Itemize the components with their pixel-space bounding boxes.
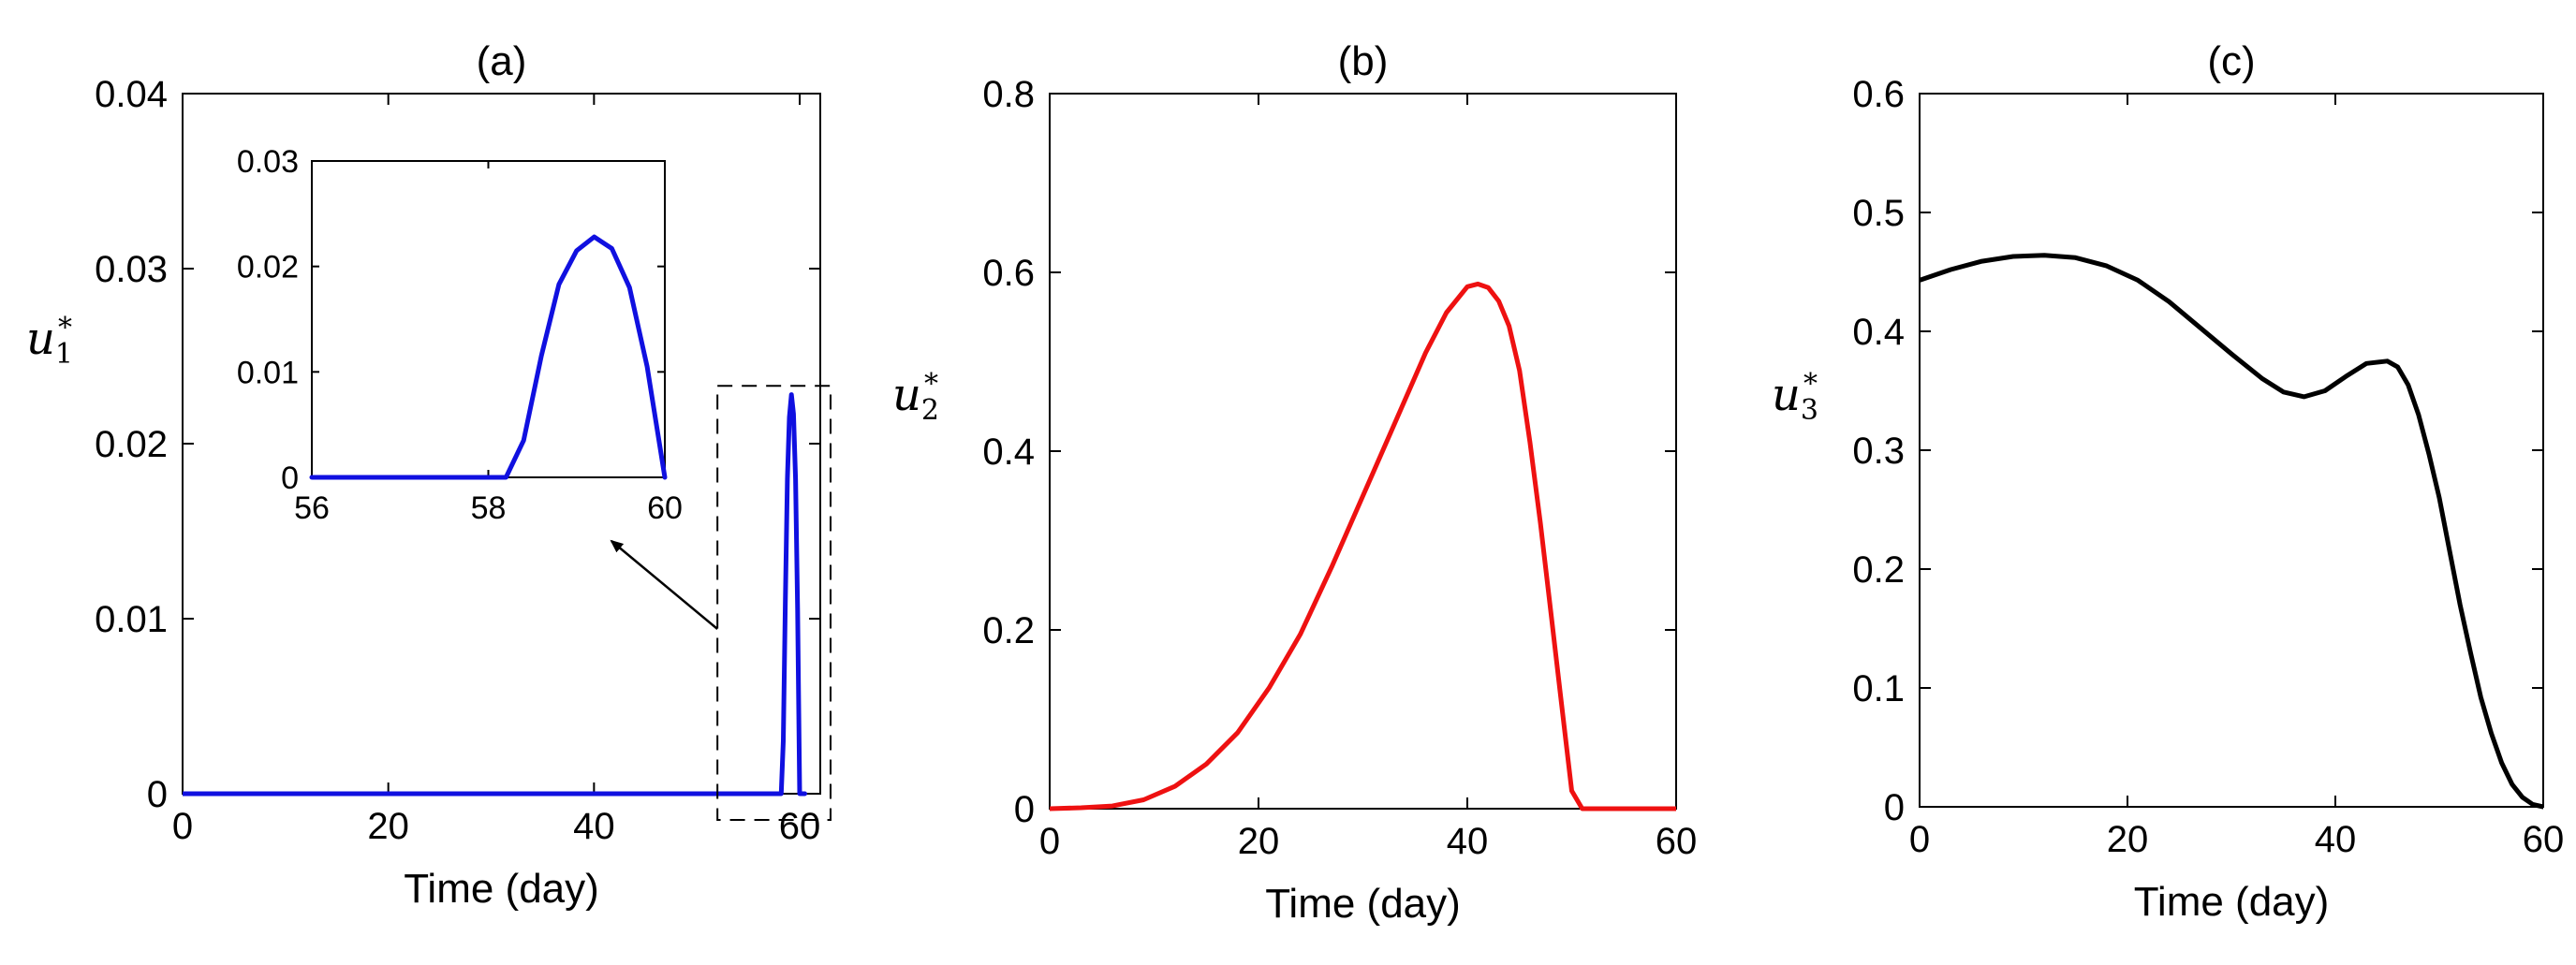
panel-b-ytick-label: 0.4: [982, 431, 1035, 473]
panel-b-ylabel-sub: 2: [921, 394, 939, 427]
panel-b-xtick-label: 0: [1039, 821, 1060, 862]
inset-background: [312, 161, 665, 477]
panel-a-ytick-label: 0.03: [95, 249, 168, 290]
panel-b-title: (b): [1338, 38, 1389, 84]
panel-a-ylabel: u1*: [26, 312, 73, 371]
panel-b-xtick-label: 60: [1656, 821, 1698, 862]
panel-c-ytick-label: 0: [1884, 787, 1905, 828]
panel-a-ytick-label: 0.01: [95, 599, 168, 640]
panel-c-series-line: [1920, 253, 2543, 810]
panel-c-xtick-label: 40: [2315, 819, 2357, 860]
inset-ytick-label: 0: [281, 461, 299, 496]
panel-a-inset: 56 58 60 0 0.01 0.02 0.03: [237, 144, 718, 630]
panel-b-ytick-label: 0.6: [982, 253, 1035, 294]
panel-c-ytick-label: 0.4: [1852, 312, 1905, 353]
panel-c-ylabel-sup: *: [1803, 368, 1818, 401]
inset-series-line: [309, 234, 668, 480]
panel-a-ytick-label: 0.04: [95, 74, 168, 115]
panel-b-ylabel: u2*: [892, 368, 939, 427]
panel-c-ylabel: u3*: [1772, 368, 1818, 427]
panel-b: (b) Time (day) u2* 0 20 40 60 0 0.2 0.4 0.6 0.8: [892, 38, 1697, 927]
panel-a-series-line: [183, 392, 807, 797]
panel-a-xtick-label: 0: [172, 806, 193, 847]
panel-b-xlabel: Time (day): [1265, 881, 1461, 927]
panel-c-plot-frame: [1919, 93, 2544, 808]
panel-b-ytick-label: 0: [1014, 789, 1035, 830]
panel-c-ytick-label: 0.1: [1852, 668, 1905, 709]
panel-c-xtick-label: 0: [1909, 819, 1930, 860]
panel-c-series-group: [1920, 253, 2543, 810]
zoom-arrow: [610, 539, 718, 630]
panel-b-xtick-label: 20: [1238, 821, 1280, 862]
panel-c-ytick-label: 0.3: [1852, 431, 1905, 472]
zoom-region-box: [716, 385, 832, 822]
panel-a-ytick-label: 0.02: [95, 424, 168, 465]
panel-b-series-line: [1050, 281, 1676, 811]
inset-xtick-label: 60: [647, 490, 683, 526]
panel-a-title: (a): [477, 38, 527, 84]
panel-b-ytick-label: 0.2: [982, 610, 1035, 651]
panel-a-xtick-label: 20: [367, 806, 409, 847]
panel-c-ylabel-base: u: [1772, 369, 1801, 421]
panel-b-plot-frame: [1049, 93, 1677, 810]
panel-b-ylabel-sup: *: [924, 368, 938, 401]
panel-a-series-group: [183, 392, 807, 797]
inset-xtick-label: 56: [294, 490, 330, 526]
panel-c-ylabel-sub: 3: [1801, 394, 1818, 427]
panel-b-series-group: [1050, 281, 1676, 811]
panel-c-xlabel: Time (day): [2134, 879, 2330, 925]
panel-a-xtick-label: 40: [573, 806, 615, 847]
panel-c-ytick-label: 0.2: [1852, 549, 1905, 591]
inset-ytick-label: 0.02: [237, 250, 299, 285]
panel-b-ytick-label: 0.8: [982, 74, 1035, 115]
panel-a-ylabel-sup: *: [58, 312, 72, 344]
panel-a-xlabel: Time (day): [404, 866, 599, 912]
panel-b-xtick-label: 40: [1447, 821, 1489, 862]
panel-c: (c) Time (day) u3* 0 20 40 60 0 0.1 0.2 0.3 0.4 0…: [1772, 38, 2564, 925]
panel-a-ylabel-sub: 1: [55, 338, 73, 371]
panel-c-xtick-label: 20: [2107, 819, 2149, 860]
inset-ytick-label: 0.01: [237, 355, 299, 390]
panel-c-xtick-label: 60: [2523, 819, 2565, 860]
panel-a-ytick-label: 0: [147, 774, 168, 815]
panel-a: (a) Time (day) u1* 0 20 40 60 0 0.01 0.02 0.03 0…: [26, 38, 832, 912]
panel-b-ylabel-base: u: [892, 369, 921, 421]
panel-a-ylabel-base: u: [26, 313, 55, 365]
inset-ytick-label: 0.03: [237, 144, 299, 180]
inset-xtick-label: 58: [471, 490, 507, 526]
panel-c-ytick-label: 0.6: [1852, 74, 1905, 115]
panel-c-ytick-label: 0.5: [1852, 193, 1905, 234]
panel-c-title: (c): [2207, 38, 2255, 84]
panel-a-xtick-label: 60: [779, 806, 821, 847]
